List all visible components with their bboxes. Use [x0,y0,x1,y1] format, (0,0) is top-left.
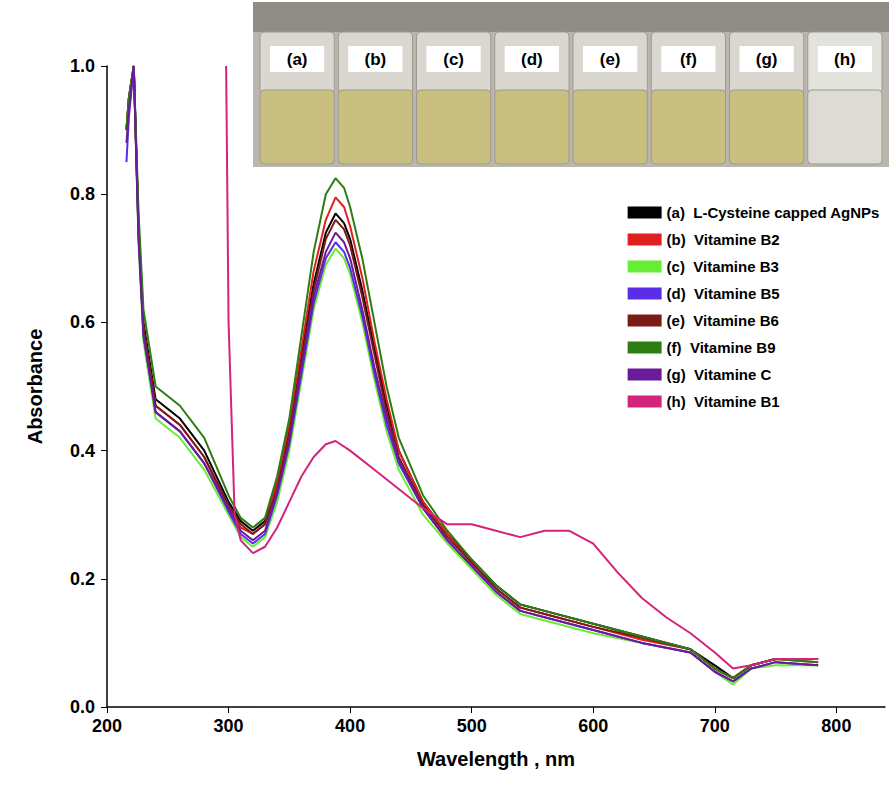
svg-text:Absorbance: Absorbance [24,329,46,445]
svg-text:0.2: 0.2 [70,569,95,589]
svg-text:(g) Vitamine C: (g) Vitamine C [667,366,772,383]
svg-text:0.6: 0.6 [70,312,95,332]
svg-text:(g): (g) [756,50,778,69]
svg-text:500: 500 [457,716,487,736]
svg-text:(b) Vitamine B2: (b) Vitamine B2 [667,231,780,248]
svg-text:Wavelength , nm: Wavelength , nm [417,748,575,770]
svg-text:(h) Vitamine B1: (h) Vitamine B1 [667,393,780,410]
svg-text:0.0: 0.0 [70,697,95,717]
svg-text:(f): (f) [680,50,697,69]
svg-text:(d) Vitamine B5: (d) Vitamine B5 [667,285,780,302]
svg-text:0.8: 0.8 [70,184,95,204]
svg-text:(b): (b) [365,50,387,69]
svg-text:(c): (c) [443,50,464,69]
svg-text:(h): (h) [834,50,856,69]
svg-text:400: 400 [335,716,365,736]
svg-text:(e): (e) [600,50,621,69]
svg-text:(a): (a) [287,50,308,69]
svg-text:(a) L-Cysteine capped AgNPs: (a) L-Cysteine capped AgNPs [667,204,880,221]
svg-text:(e) Vitamine B6: (e) Vitamine B6 [667,312,779,329]
svg-text:800: 800 [821,716,851,736]
svg-text:(d): (d) [521,50,543,69]
svg-text:300: 300 [214,716,244,736]
svg-text:200: 200 [92,716,122,736]
svg-text:1.0: 1.0 [70,56,95,76]
svg-text:(c) Vitamine B3: (c) Vitamine B3 [667,258,779,275]
svg-text:600: 600 [578,716,608,736]
svg-text:0.4: 0.4 [70,441,95,461]
svg-text:(f) Vitamine B9: (f) Vitamine B9 [667,339,776,356]
svg-text:700: 700 [700,716,730,736]
